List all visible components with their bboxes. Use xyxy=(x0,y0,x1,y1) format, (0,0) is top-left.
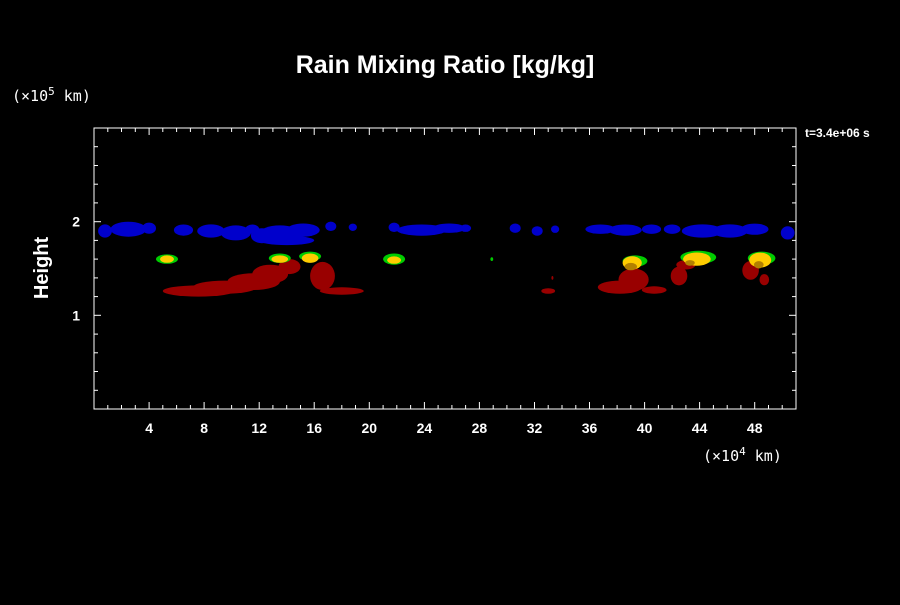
plot-data xyxy=(98,221,795,297)
contour-region xyxy=(585,224,616,234)
contour-region xyxy=(551,276,554,280)
x-tick-label: 40 xyxy=(637,420,653,436)
y-unit-exponent: 5 xyxy=(48,85,55,98)
contour-region xyxy=(641,224,662,234)
contour-region xyxy=(509,223,521,233)
x-unit-label: (×104 km) xyxy=(703,445,782,465)
x-unit-exponent: 4 xyxy=(739,445,746,458)
contour-region xyxy=(670,266,688,286)
x-tick-label: 44 xyxy=(692,420,708,436)
contour-region xyxy=(618,268,649,291)
contour-region xyxy=(754,261,764,269)
x-tick-label: 32 xyxy=(527,420,543,436)
contour-region xyxy=(712,224,748,238)
contour-region xyxy=(432,223,466,233)
contour-region xyxy=(641,286,667,294)
contour-region xyxy=(740,223,769,235)
x-tick-label: 12 xyxy=(251,420,267,436)
contour-region xyxy=(286,223,320,237)
x-tick-label: 24 xyxy=(417,420,433,436)
contour-region xyxy=(301,253,319,263)
contour-region xyxy=(388,222,400,232)
contour-region xyxy=(319,287,364,295)
contour-region xyxy=(259,235,315,246)
contour-region xyxy=(110,221,147,237)
y-unit-prefix: (×10 xyxy=(12,87,48,105)
x-unit-prefix: (×10 xyxy=(703,447,739,465)
x-tick-label: 16 xyxy=(306,420,322,436)
x-tick-label: 28 xyxy=(472,420,488,436)
contour-region xyxy=(490,257,494,261)
contour-region xyxy=(252,264,289,284)
contour-region xyxy=(780,226,795,240)
contour-region xyxy=(685,260,695,266)
contour-region xyxy=(142,222,157,234)
contour-region xyxy=(681,224,724,238)
y-unit-suffix: km) xyxy=(55,87,91,105)
contour-region xyxy=(325,221,337,231)
x-unit-suffix: km) xyxy=(746,447,782,465)
chart-title: Rain Mixing Ratio [kg/kg] xyxy=(296,51,595,79)
contour-region xyxy=(173,224,194,236)
plot-frame xyxy=(93,127,797,410)
contour-region xyxy=(531,226,543,236)
contour-layer-level5 xyxy=(624,260,764,271)
x-tick-label: 4 xyxy=(145,420,153,436)
y-axis-label: Height xyxy=(31,237,53,300)
x-tick-label: 8 xyxy=(200,420,208,436)
y-tick-label: 1 xyxy=(72,307,80,323)
x-tick-label: 36 xyxy=(582,420,598,436)
contour-region xyxy=(663,224,681,234)
x-tick-label: 48 xyxy=(747,420,763,436)
contour-layer-level1 xyxy=(98,221,795,246)
x-tick-label: 20 xyxy=(362,420,378,436)
time-label: t=3.4e+06 s xyxy=(805,126,870,140)
contour-region xyxy=(387,256,401,264)
contour-region xyxy=(310,261,335,291)
y-tick-label: 2 xyxy=(72,214,80,230)
contour-region xyxy=(160,255,174,263)
y-unit-label: (×105 km) xyxy=(12,85,91,105)
contour-region xyxy=(197,224,225,238)
contour-region xyxy=(278,259,301,275)
contour-region xyxy=(551,225,560,233)
contour-region xyxy=(460,224,472,232)
contour-region xyxy=(220,225,251,241)
contour-region xyxy=(624,262,637,271)
contour-region xyxy=(98,224,112,238)
contour-region xyxy=(759,274,770,286)
contour-region xyxy=(271,255,289,263)
contour-region xyxy=(608,224,642,236)
contour-region xyxy=(348,223,357,231)
contour-region xyxy=(541,288,556,294)
